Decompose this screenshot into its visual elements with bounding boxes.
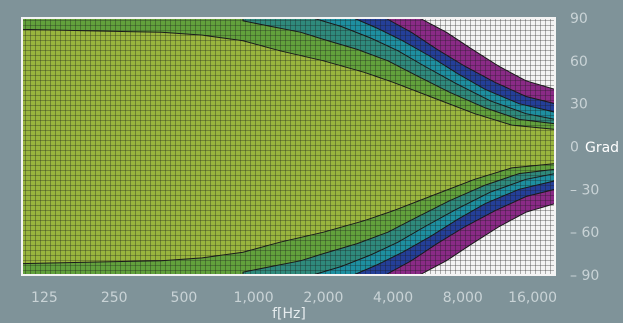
x-tick-label: 2,000 xyxy=(303,290,343,306)
y-tick-label: 60 xyxy=(570,54,588,70)
y-tick-label: 90 xyxy=(570,11,588,27)
x-tick-label: 1,000 xyxy=(234,290,274,306)
plot-grid xyxy=(22,18,555,275)
x-tick-label: 125 xyxy=(31,290,58,306)
x-tick-label: 4,000 xyxy=(373,290,413,306)
y-tick-label: 30 xyxy=(570,97,588,113)
y-axis-ticks: 90 60 30 0 – 30 – 60 – 90 xyxy=(570,11,599,284)
x-tick-label: 250 xyxy=(101,290,128,306)
y-axis-label: Grad xyxy=(585,140,619,156)
x-tick-label: 500 xyxy=(171,290,198,306)
plot-frame xyxy=(21,17,556,276)
y-tick-label: 0 xyxy=(570,140,579,156)
x-axis-ticks: 125 250 500 1,000 2,000 4,000 8,000 16,000 xyxy=(31,290,557,306)
y-tick-label: – 30 xyxy=(570,182,599,198)
x-tick-label: 16,000 xyxy=(508,290,557,306)
y-tick-label: – 60 xyxy=(570,225,599,241)
y-tick-label: – 90 xyxy=(570,268,599,284)
x-axis-label: f[Hz] xyxy=(272,306,306,322)
x-tick-label: 8,000 xyxy=(443,290,483,306)
